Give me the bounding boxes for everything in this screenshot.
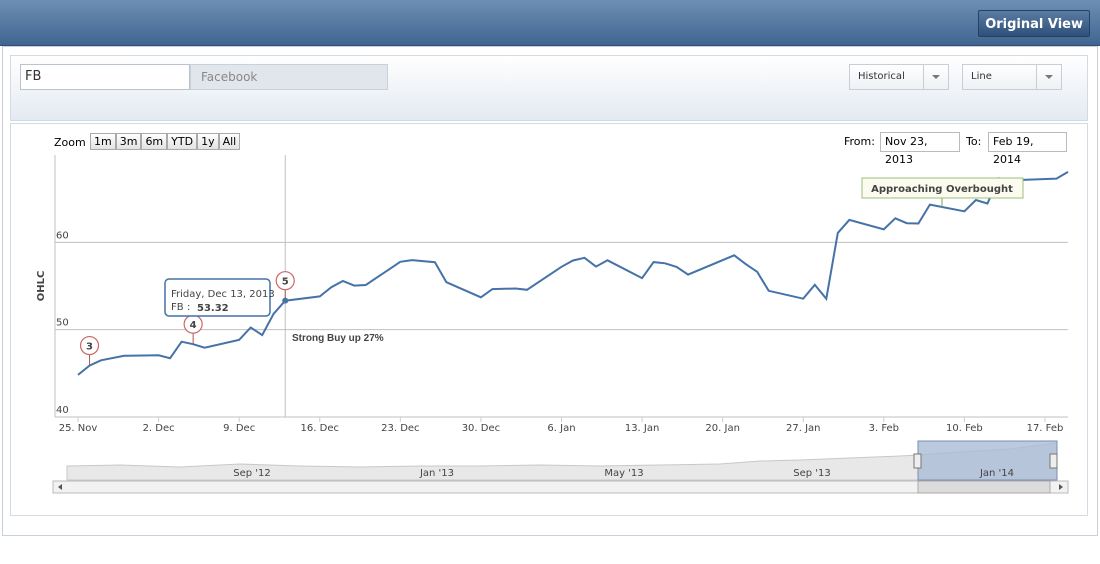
x-tick-label: 16. Dec	[301, 423, 339, 434]
tooltip-series: FB	[171, 302, 184, 313]
x-tick-label: 3. Feb	[869, 423, 899, 434]
tooltip-box	[164, 278, 271, 317]
style-select[interactable]: Line	[962, 64, 1062, 90]
tooltip-header: Friday, Dec 13, 2013	[171, 289, 275, 300]
hover-point	[282, 297, 289, 304]
price-line	[77, 171, 1069, 376]
x-tick-label: 13. Jan	[625, 423, 660, 434]
y-tick-label: 40	[56, 405, 69, 416]
period-select[interactable]: Historical	[849, 64, 949, 90]
y-axis-title: OHLC	[36, 271, 47, 302]
x-tick-label: 30. Dec	[462, 423, 500, 434]
zoom-button[interactable]: 1y	[197, 133, 219, 150]
x-tick-label: 23. Dec	[381, 423, 419, 434]
to-input[interactable]: Feb 19, 2014	[988, 132, 1067, 166]
flag	[275, 271, 295, 291]
scrollbar[interactable]	[52, 480, 1069, 494]
zoom-button[interactable]: All	[218, 133, 241, 150]
x-tick-label: 27. Jan	[786, 423, 821, 434]
zoom-button[interactable]: 1m	[90, 133, 116, 150]
flag-title: 4	[190, 320, 197, 331]
y-tick-label: 50	[56, 318, 69, 329]
tooltip-value: 53.32	[197, 303, 229, 314]
x-tick-label: 2. Dec	[143, 423, 175, 434]
navigator-label: Sep '13	[793, 468, 831, 479]
flag	[79, 335, 100, 356]
x-tick-label: 10. Feb	[946, 423, 983, 434]
x-tick-label: 6. Jan	[547, 423, 575, 434]
zoom-button[interactable]: 6m	[141, 133, 168, 150]
scrollbar-thumb[interactable]	[917, 480, 1051, 494]
style-text: Line	[971, 71, 992, 82]
tooltip-colon: :	[187, 302, 190, 313]
annotation-box	[861, 177, 1024, 199]
x-tick-label: 20. Jan	[705, 423, 740, 434]
x-tick-label: 25. Nov	[59, 423, 98, 434]
navigator-area	[66, 442, 1058, 481]
symbol-input[interactable]: FB	[20, 64, 190, 90]
navigator-handle[interactable]	[913, 453, 922, 469]
zoom-label: Zoom	[54, 136, 86, 149]
annotation: Strong Buy up 27%	[292, 333, 384, 344]
company-name: Facebook	[190, 64, 388, 90]
y-tick-label: 60	[56, 230, 69, 241]
navigator-handle[interactable]	[1049, 453, 1058, 469]
from-input[interactable]: Nov 23, 2013	[880, 132, 960, 166]
original-view-button[interactable]: Original View	[978, 10, 1090, 37]
x-tick-label: 17. Feb	[1027, 423, 1064, 434]
navigator-label: Jan '14	[979, 468, 1014, 479]
x-tick-label: 9. Dec	[223, 423, 255, 434]
navigator-label: May '13	[604, 468, 643, 479]
navigator-selection[interactable]	[917, 440, 1058, 481]
header-bar	[0, 0, 1100, 46]
from-label: From:	[844, 135, 875, 148]
flag-title: 3	[86, 342, 93, 353]
zoom-button[interactable]: 3m	[115, 133, 142, 150]
annotation: Approaching Overbought	[871, 184, 1013, 195]
to-label: To:	[966, 135, 982, 148]
flag-title: 5	[282, 277, 289, 288]
zoom-button[interactable]: YTD	[167, 133, 198, 150]
period-text: Historical	[858, 71, 905, 82]
navigator-label: Sep '12	[233, 468, 271, 479]
navigator-label: Jan '13	[419, 468, 454, 479]
